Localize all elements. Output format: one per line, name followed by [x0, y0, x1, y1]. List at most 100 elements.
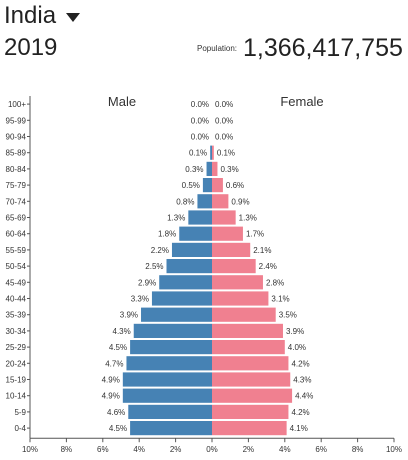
female-value-label: 1.3% — [239, 214, 257, 223]
age-group-label: 75-79 — [6, 181, 27, 190]
female-bar — [212, 161, 218, 176]
female-bar — [212, 421, 287, 436]
female-value-label: 3.9% — [286, 327, 304, 336]
country-selector[interactable]: India — [4, 2, 81, 30]
female-bar — [212, 340, 285, 355]
x-tick-label: 6% — [315, 445, 327, 454]
age-group-label: 45-49 — [6, 278, 27, 287]
female-bar — [212, 210, 236, 225]
male-value-label: 2.2% — [151, 246, 169, 255]
caret-down-icon[interactable] — [66, 12, 81, 22]
male-value-label: 4.7% — [105, 359, 123, 368]
female-value-label: 4.0% — [288, 343, 306, 352]
female-value-label: 3.1% — [271, 295, 289, 304]
age-group-label: 65-69 — [6, 214, 27, 223]
x-tick-label: 10% — [386, 445, 402, 454]
female-value-label: 0.0% — [215, 116, 233, 125]
male-bar — [128, 404, 212, 419]
female-bar — [212, 259, 256, 274]
female-value-label: 2.1% — [253, 246, 271, 255]
age-group-label: 0-4 — [14, 424, 26, 433]
male-value-label: 4.6% — [107, 408, 125, 417]
age-group-label: 60-64 — [6, 230, 27, 239]
female-value-label: 0.0% — [215, 100, 233, 109]
x-tick-label: 8% — [61, 445, 73, 454]
male-value-label: 1.8% — [158, 230, 176, 239]
female-value-label: 4.2% — [291, 408, 309, 417]
male-bar — [122, 372, 212, 387]
x-tick-label: 0% — [206, 445, 218, 454]
age-group-label: 80-84 — [6, 165, 27, 174]
x-tick-label: 2% — [170, 445, 182, 454]
male-bar — [130, 421, 212, 436]
female-value-label: 1.7% — [246, 230, 264, 239]
female-bar — [212, 242, 251, 257]
male-value-label: 3.3% — [131, 295, 149, 304]
x-tick-label: 4% — [279, 445, 291, 454]
female-value-label: 0.1% — [217, 149, 235, 158]
age-group-label: 5-9 — [14, 408, 26, 417]
male-bar — [130, 340, 212, 355]
series-label-male: Male — [108, 94, 136, 109]
x-tick-label: 8% — [352, 445, 364, 454]
male-bar — [210, 145, 212, 160]
x-tick-label: 10% — [22, 445, 38, 454]
population-label: Population: — [197, 44, 238, 53]
female-value-label: 0.6% — [226, 181, 244, 190]
female-bar — [212, 356, 289, 371]
male-value-label: 0.3% — [185, 165, 203, 174]
age-group-label: 50-54 — [6, 262, 27, 271]
male-bar — [141, 307, 212, 322]
age-group-label: 55-59 — [6, 246, 27, 255]
male-bar — [122, 388, 212, 403]
male-value-label: 4.9% — [102, 376, 120, 385]
male-value-label: 3.9% — [120, 311, 138, 320]
female-value-label: 4.2% — [291, 359, 309, 368]
age-group-label: 90-94 — [6, 133, 27, 142]
male-bar — [151, 291, 212, 306]
female-value-label: 2.8% — [266, 278, 284, 287]
male-value-label: 4.5% — [109, 424, 127, 433]
age-group-label: 10-14 — [6, 392, 27, 401]
female-bar — [212, 275, 263, 290]
female-value-label: 4.3% — [293, 376, 311, 385]
female-bar — [212, 404, 289, 419]
female-value-label: 4.4% — [295, 392, 313, 401]
age-group-label: 100+ — [8, 100, 26, 109]
male-bar — [197, 194, 212, 209]
male-value-label: 0.0% — [191, 133, 209, 142]
age-group-label: 35-39 — [6, 311, 27, 320]
male-bar — [171, 242, 212, 257]
male-bar — [166, 259, 212, 274]
year-label: 2019 — [4, 34, 58, 61]
male-value-label: 0.8% — [176, 197, 194, 206]
male-bar — [126, 356, 212, 371]
female-value-label: 3.5% — [279, 311, 297, 320]
male-value-label: 4.5% — [109, 343, 127, 352]
female-bar — [212, 323, 283, 338]
male-bar — [133, 323, 212, 338]
female-bar — [212, 372, 291, 387]
male-value-label: 4.3% — [113, 327, 131, 336]
age-group-label: 95-99 — [6, 116, 27, 125]
country-name: India — [4, 2, 57, 29]
age-group-label: 25-29 — [6, 343, 27, 352]
male-value-label: 2.5% — [145, 262, 163, 271]
series-label-female: Female — [280, 94, 323, 109]
age-group-label: 20-24 — [6, 359, 27, 368]
female-bar — [212, 226, 243, 241]
female-bar — [212, 388, 293, 403]
male-bar — [188, 210, 212, 225]
female-value-label: 0.0% — [215, 133, 233, 142]
male-value-label: 1.3% — [167, 214, 185, 223]
population-value: 1,366,417,755 — [243, 34, 403, 62]
age-group-label: 40-44 — [6, 295, 27, 304]
male-bar — [179, 226, 212, 241]
age-group-label: 15-19 — [6, 376, 27, 385]
female-value-label: 2.4% — [259, 262, 277, 271]
age-group-label: 30-34 — [6, 327, 27, 336]
female-bar — [212, 291, 269, 306]
x-tick-label: 2% — [243, 445, 255, 454]
female-bar — [212, 178, 223, 193]
